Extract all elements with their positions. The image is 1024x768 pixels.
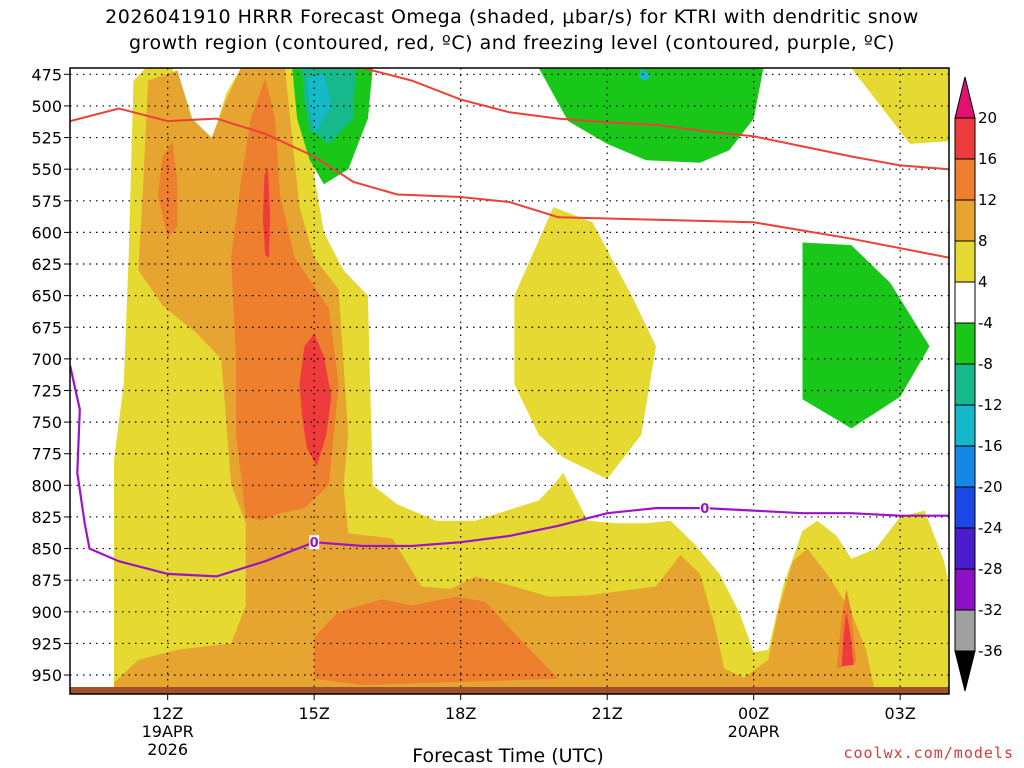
chart-title-line-2: growth region (contoured, red, ºC) and f… [129, 32, 895, 54]
y-tick-label: 875 [31, 571, 62, 590]
freezing-label-bg-1 [699, 501, 710, 516]
colorbar-swatch [954, 199, 976, 242]
colorbar-swatch [954, 281, 976, 324]
colorbar-label: -4 [978, 314, 993, 332]
surface-ground-strip [70, 687, 949, 694]
colorbar-label: 4 [978, 273, 988, 291]
omega-region-pos12-6 [314, 596, 559, 686]
freezing-level-contour-label: 0 [700, 502, 709, 517]
colorbar-label: -16 [978, 437, 1003, 455]
y-tick-label: 750 [31, 413, 62, 432]
colorbar-label: -12 [978, 396, 1003, 414]
y-tick-label: 675 [31, 318, 62, 337]
y-tick-label: 850 [31, 540, 62, 559]
dgz-contour-1 [305, 68, 949, 171]
y-tick-label: 725 [31, 381, 62, 400]
colorbar-swatch [954, 322, 976, 365]
omega-region-neg4-14 [538, 68, 764, 163]
x-tick-label: 12Z [152, 704, 183, 723]
y-tick-label: 600 [31, 223, 62, 242]
colorbar-swatch [954, 240, 976, 283]
freezing-label-bg-0 [309, 535, 320, 550]
omega-region-pos16-9 [299, 333, 332, 467]
x-tick-date-label: 20APR [728, 722, 780, 741]
omega-region-pos4-1 [514, 207, 656, 479]
x-tick-date-label: 19APR [142, 722, 194, 741]
x-tick-label: 18Z [445, 704, 476, 723]
colorbar-swatch [954, 486, 976, 529]
y-tick-label: 550 [31, 160, 62, 179]
colorbar-label: -24 [978, 519, 1003, 537]
x-axis-label: Forecast Time (UTC) [412, 745, 604, 767]
colorbar-label: -8 [978, 355, 993, 373]
y-tick-label: 800 [31, 476, 62, 495]
colorbar-bottom-arrow [954, 650, 976, 692]
omega-region-pos12-5 [157, 141, 178, 239]
freezing-level-contour-label: 0 [310, 536, 319, 551]
colorbar-label: -36 [978, 642, 1003, 660]
y-tick-label: 525 [31, 129, 62, 148]
y-tick-label: 825 [31, 508, 62, 527]
omega-region-pos4-2 [851, 68, 949, 144]
y-tick-label: 900 [31, 603, 62, 622]
colorbar-label: 8 [978, 232, 988, 250]
colorbar-label: 12 [978, 191, 997, 209]
colorbar-label: -28 [978, 560, 1003, 578]
y-tick-label: 625 [31, 255, 62, 274]
colorbar-swatch [954, 445, 976, 488]
colorbar-label: 20 [978, 109, 997, 127]
y-tick-label: 925 [31, 634, 62, 653]
plot-area: 00 [70, 68, 949, 694]
colorbar-swatch [954, 363, 976, 406]
omega-region-pos16-8 [262, 166, 271, 258]
y-tick-label: 575 [31, 192, 62, 211]
colorbar-top-arrow [954, 76, 976, 119]
colorbar-swatch [954, 609, 976, 652]
omega-region-neg12-15 [638, 68, 652, 81]
x-tick-label: 00Z [738, 704, 769, 723]
omega-region-pos16-10 [841, 611, 854, 667]
x-tick-label: 03Z [885, 704, 916, 723]
colorbar-swatch [954, 158, 976, 201]
watermark: coolwx.com/models [843, 744, 1014, 762]
colorbar-label: -20 [978, 478, 1003, 496]
y-tick-label: 775 [31, 445, 62, 464]
omega-region-neg4-16 [802, 242, 930, 429]
colorbar-swatch [954, 527, 976, 570]
x-tick-year-label: 2026 [147, 740, 188, 759]
colorbar-swatch [954, 404, 976, 447]
dgz-contour-0 [70, 107, 949, 259]
y-tick-label: 650 [31, 287, 62, 306]
freezing-level-line [70, 364, 949, 578]
omega-region-pos8-3 [114, 68, 876, 694]
y-tick-label: 950 [31, 666, 62, 685]
omega-region-neg12-13 [306, 74, 332, 134]
x-tick-label: 15Z [299, 704, 330, 723]
plot-frame [69, 67, 950, 695]
colorbar-swatch [954, 568, 976, 611]
y-tick-label: 500 [31, 97, 62, 116]
colorbar-swatch [954, 117, 976, 160]
x-tick-label: 21Z [592, 704, 623, 723]
colorbar: 20 16 12 8 4 -4 -8 -12 -16 -20 -24 -28 -32 -36 [954, 76, 1003, 692]
chart-title-line-1: 2026041910 HRRR Forecast Omega (shaded, … [105, 6, 919, 28]
colorbar-label: 16 [978, 150, 997, 168]
y-tick-label: 700 [31, 350, 62, 369]
y-tick-label: 475 [31, 65, 62, 84]
colorbar-label: -32 [978, 601, 1003, 619]
